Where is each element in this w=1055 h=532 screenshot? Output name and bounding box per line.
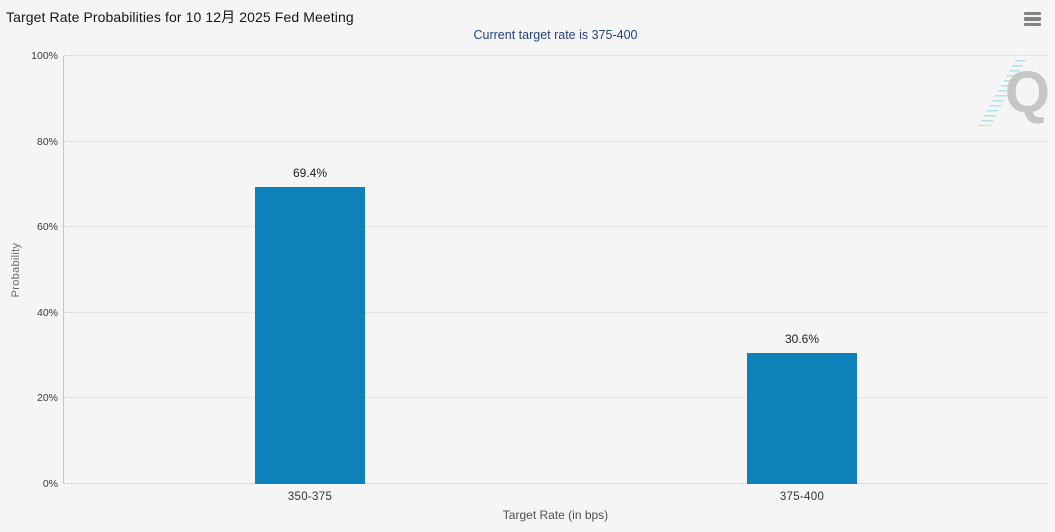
bar-bands: 69.4% 350-375 30.6% 375-400	[64, 56, 1048, 503]
gridline	[64, 55, 1048, 56]
bar-value-label: 30.6%	[784, 332, 820, 347]
gridline	[64, 397, 1048, 399]
y-tick-label: 40%	[36, 306, 58, 319]
gridline	[64, 140, 1048, 142]
chart-title: Target Rate Probabilities for 10 12月 202…	[6, 9, 354, 25]
gridline	[64, 311, 1048, 313]
plot-area: 0% 20% 40% 60% 80% 100% 69.4% 350-375 30.6% 375-4…	[31, 50, 1048, 503]
hamburger-bar	[1023, 17, 1041, 21]
y-tick-label: 80%	[36, 135, 58, 148]
x-tick-label: 375-400	[779, 491, 825, 503]
category-band: 30.6% 375-400	[556, 56, 1048, 503]
bar-350-375[interactable]	[255, 186, 365, 484]
bar-375-400[interactable]	[747, 353, 857, 484]
category-band: 69.4% 350-375	[64, 56, 556, 503]
hamburger-bar	[1023, 22, 1041, 27]
bar-value-label: 69.4%	[292, 165, 328, 180]
y-tick-label: 100%	[31, 50, 58, 62]
x-tick-label: 350-375	[287, 491, 333, 503]
y-tick-label: 0%	[42, 478, 58, 490]
x-axis-label: Target Rate (in bps)	[502, 508, 609, 522]
chart-subtitle: Current target rate is 375-400	[473, 28, 638, 42]
y-tick-label: 20%	[36, 392, 58, 405]
y-tick-label: 60%	[36, 221, 58, 234]
gridline	[64, 226, 1048, 228]
hamburger-bar	[1023, 11, 1041, 16]
y-axis-label: Probability	[10, 242, 22, 298]
gridline	[64, 483, 1048, 484]
hamburger-menu-icon[interactable]	[1021, 9, 1043, 29]
